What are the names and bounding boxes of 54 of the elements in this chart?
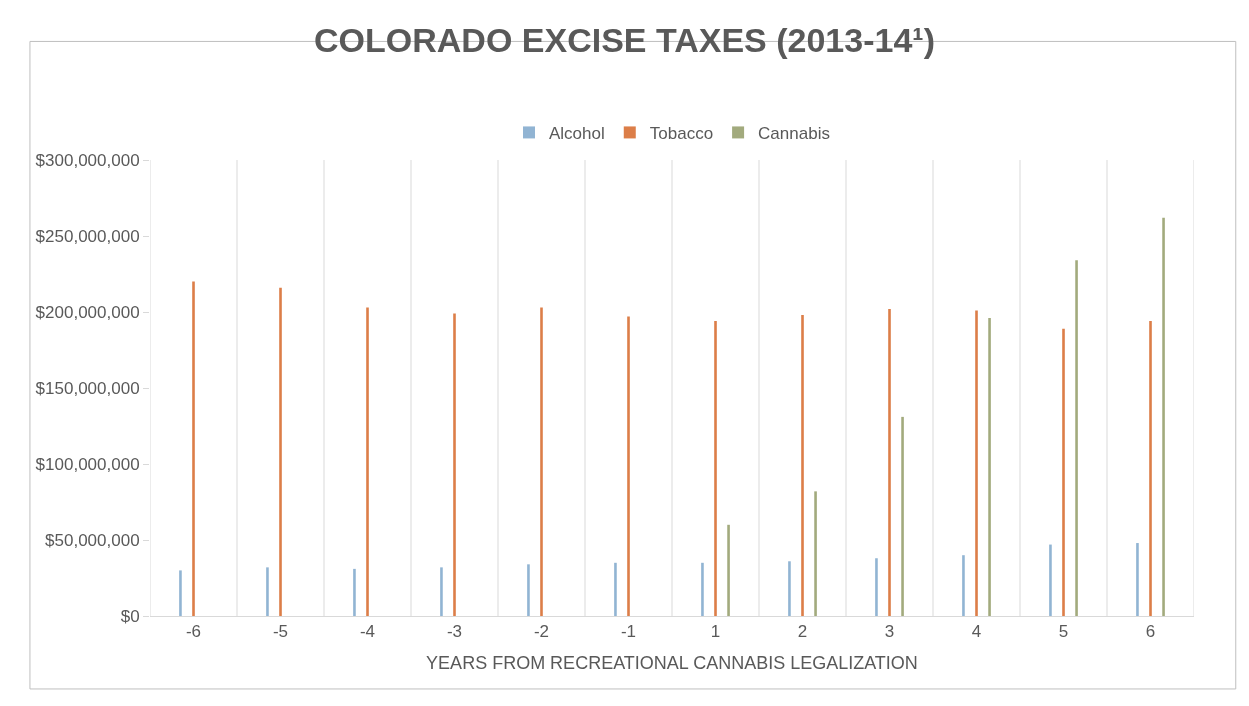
bar [1162, 217, 1165, 616]
bar [279, 287, 282, 616]
bar [1149, 321, 1152, 616]
y-tick-label: $50,000,000 [45, 530, 140, 550]
y-tick-label: $300,000,000 [35, 150, 140, 170]
x-tick-label: 5 [1058, 622, 1069, 642]
bar [353, 568, 356, 616]
bar [179, 570, 182, 616]
x-tick-label: -4 [359, 622, 376, 642]
x-tick-label: 3 [884, 622, 895, 642]
x-tick-label: 4 [971, 622, 982, 642]
bar [540, 307, 543, 616]
x-tick-label: 2 [797, 622, 808, 642]
x-tick-label: -6 [185, 622, 202, 642]
bar [1049, 544, 1052, 616]
bar [266, 567, 269, 616]
x-tick-label: 6 [1145, 622, 1156, 642]
bar [901, 416, 904, 616]
bar [788, 561, 791, 616]
bar [453, 313, 456, 616]
bar [888, 308, 891, 616]
bar [975, 310, 978, 616]
bar [1136, 543, 1139, 616]
y-tick-label: $150,000,000 [35, 378, 140, 398]
bar [192, 281, 195, 616]
y-tick-label: $100,000,000 [35, 454, 140, 474]
bar [527, 564, 530, 616]
y-tick-label: $200,000,000 [35, 302, 140, 322]
bar [1075, 260, 1078, 616]
x-tick-label: -1 [620, 622, 637, 642]
bar [714, 321, 717, 616]
bar [875, 558, 878, 616]
bar [801, 315, 804, 616]
y-tick-label: $250,000,000 [35, 226, 140, 246]
legend-label: Tobacco [649, 124, 714, 144]
x-axis-title: YEARS FROM RECREATIONAL CANNABIS LEGALIZATION [426, 652, 918, 673]
x-tick-label: 1 [710, 622, 721, 642]
bar [440, 567, 443, 616]
bar [366, 307, 369, 616]
x-tick-label: -2 [533, 622, 550, 642]
legend-label: Cannabis [758, 124, 830, 144]
bar [627, 316, 630, 616]
bar [814, 491, 817, 616]
bar [727, 524, 730, 616]
legend-label: Alcohol [549, 124, 605, 144]
bar [988, 318, 991, 616]
chart-title: COLORADO EXCISE TAXES (2013-14¹) [314, 21, 935, 60]
bar [614, 562, 617, 616]
bar [701, 562, 704, 616]
x-tick-label: -3 [446, 622, 463, 642]
bar [962, 555, 965, 616]
y-tick-label: $0 [120, 606, 140, 626]
x-tick-label: -5 [272, 622, 289, 642]
bar [1062, 328, 1065, 616]
